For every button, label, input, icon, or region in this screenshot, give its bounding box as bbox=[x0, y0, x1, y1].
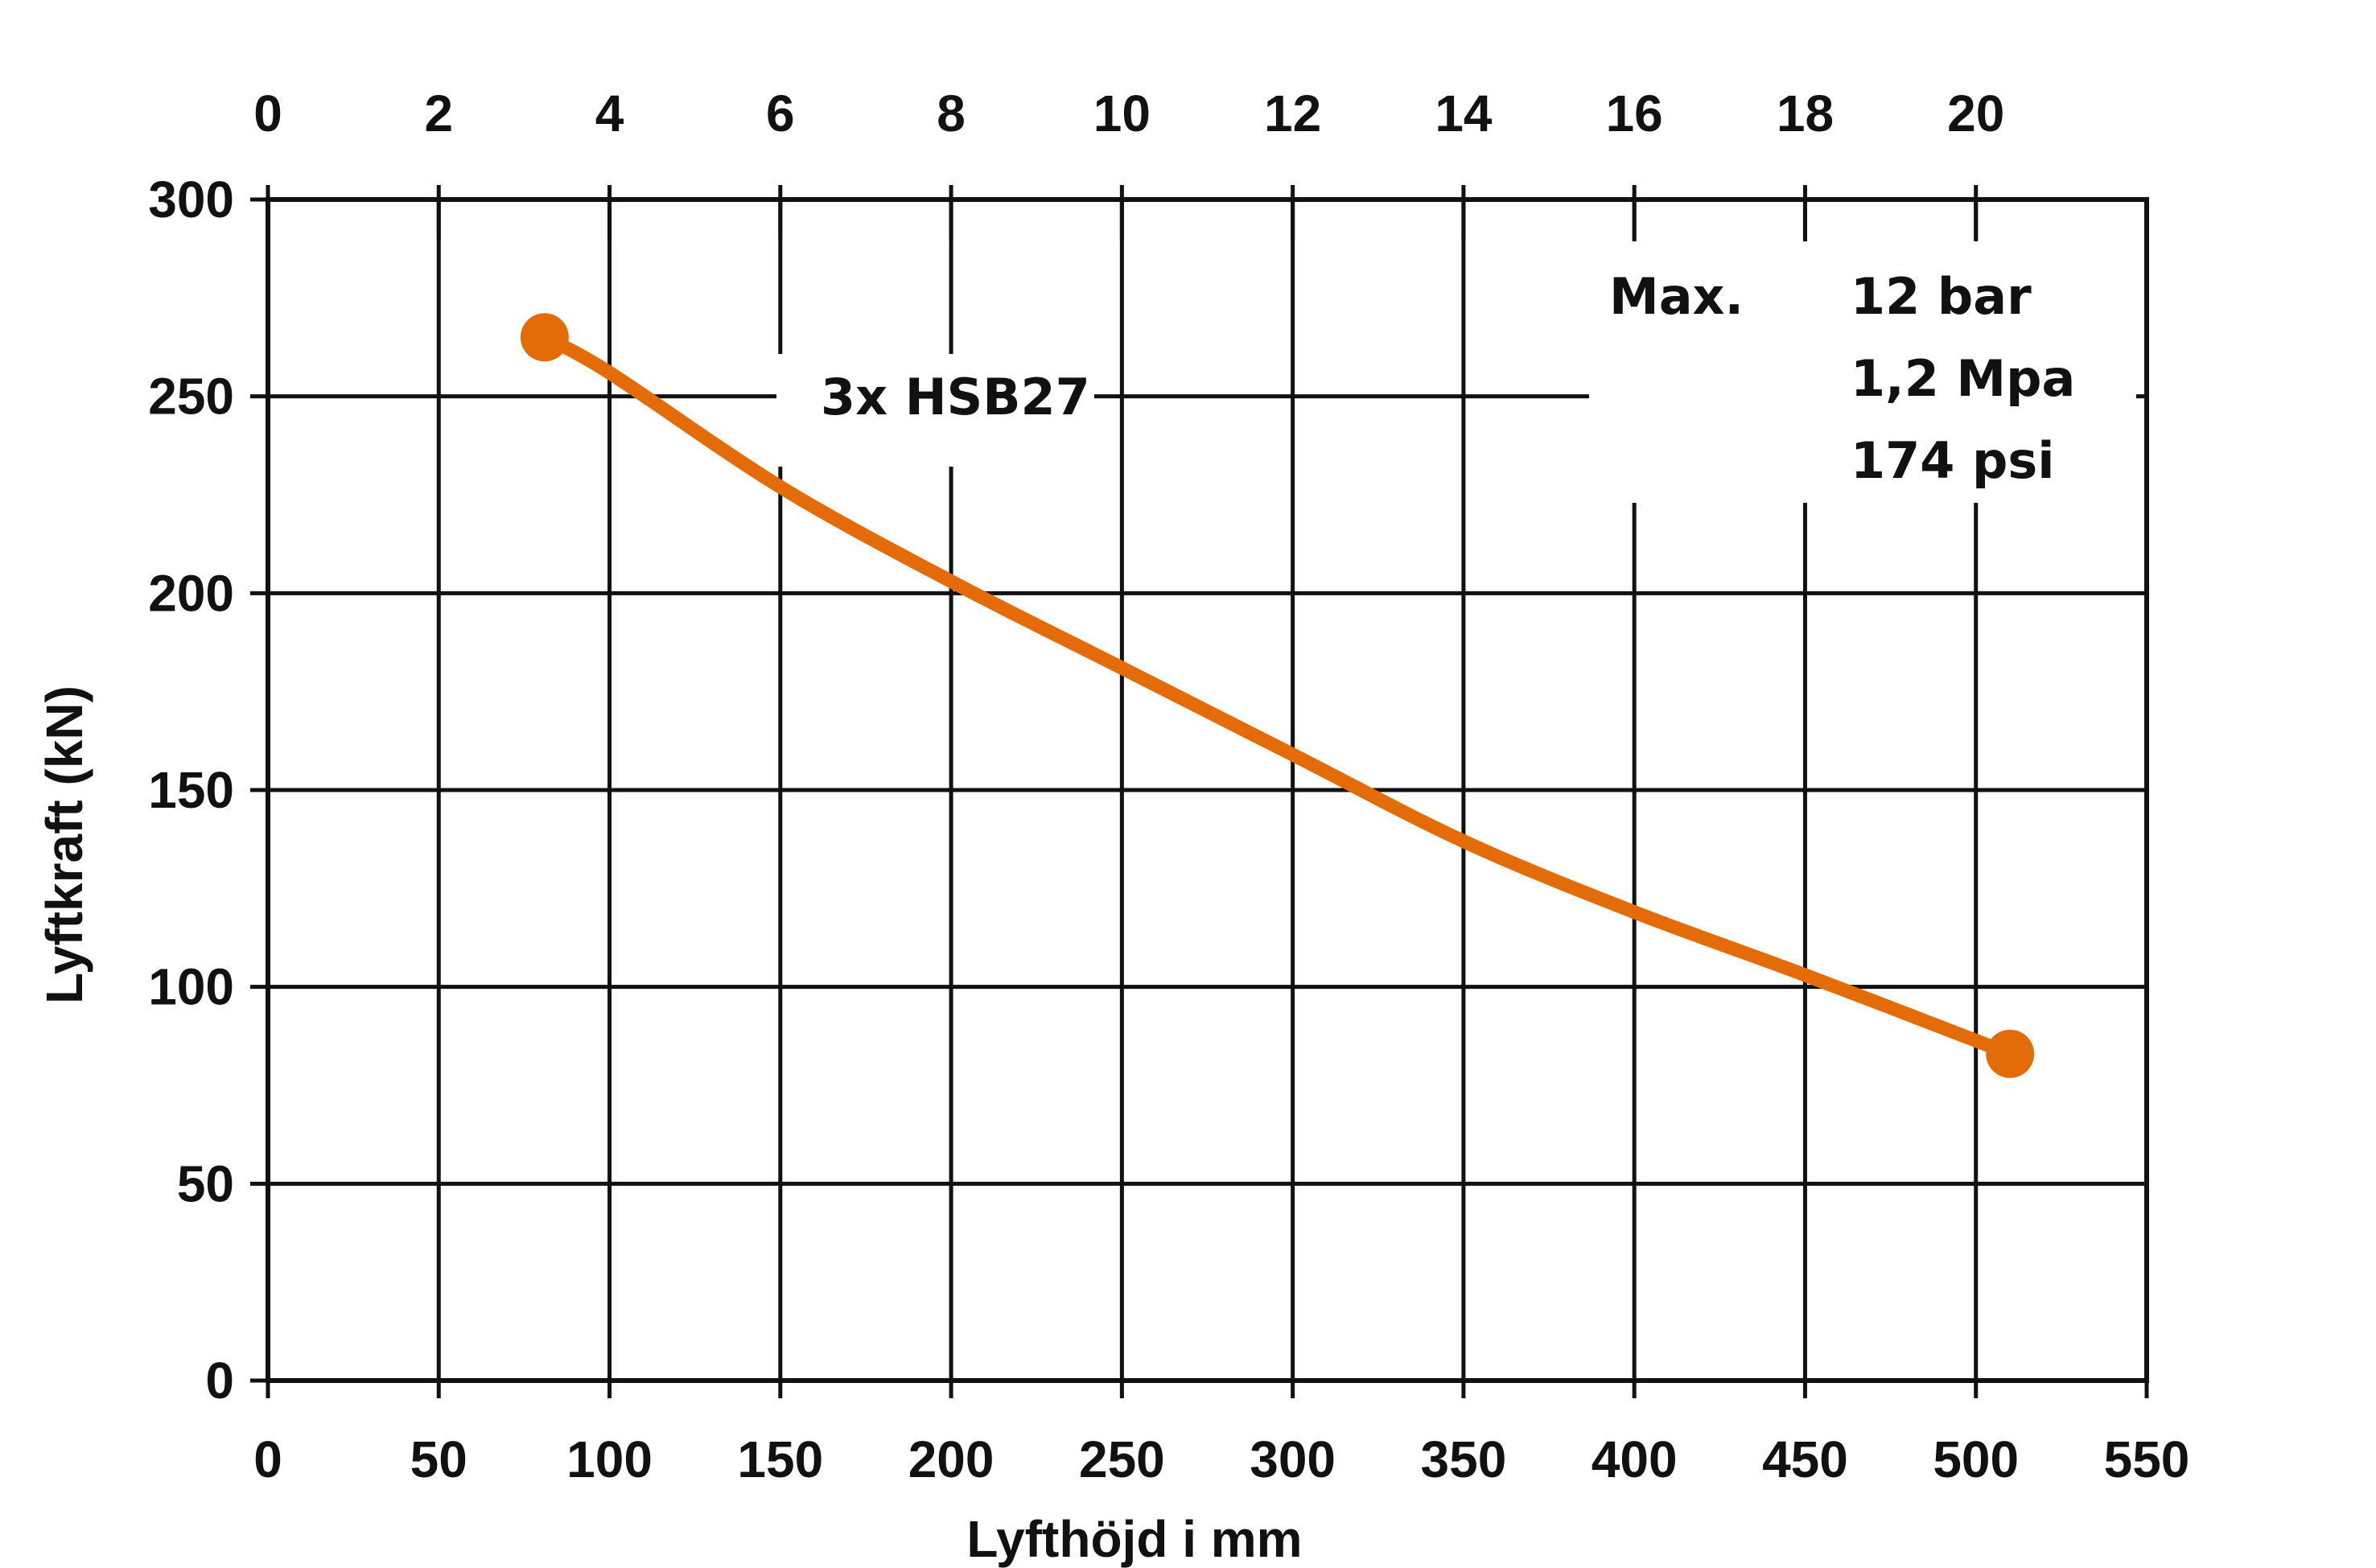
pressure-label-background bbox=[1589, 241, 2136, 503]
x-tick-label: 450 bbox=[1762, 1430, 1848, 1488]
x2-tick-label: 2 bbox=[424, 84, 453, 142]
x2-tick-label: 12 bbox=[1264, 84, 1321, 142]
x2-tick-label: 4 bbox=[595, 84, 624, 142]
label-backgrounds bbox=[776, 241, 2136, 503]
x2-tick-label: 20 bbox=[1947, 84, 2004, 142]
max-label: Max. bbox=[1609, 267, 1744, 326]
x-tick-label: 550 bbox=[2104, 1430, 2190, 1488]
y-tick-label: 250 bbox=[148, 368, 234, 426]
plot-frame bbox=[266, 185, 2149, 1383]
x2-tick-label: 18 bbox=[1777, 84, 1834, 142]
pressure-mpa-label: 1,2 Mpa bbox=[1851, 349, 2075, 408]
y-tick-label: 200 bbox=[148, 564, 234, 622]
x-axis-title: Lyfthöjd i mm bbox=[966, 1510, 1302, 1568]
y-axis-title: Lyftkraft (kN) bbox=[35, 685, 93, 1004]
x-tick-label: 0 bbox=[253, 1430, 282, 1488]
pressure-psi-label: 174 psi bbox=[1851, 431, 2055, 490]
x-tick-label: 50 bbox=[410, 1430, 467, 1488]
x-tick-label: 500 bbox=[1933, 1430, 2019, 1488]
plot-border bbox=[266, 197, 2149, 1383]
x2-tick-label: 10 bbox=[1093, 84, 1151, 142]
y-tick-label: 100 bbox=[148, 958, 234, 1016]
x-tick-label: 300 bbox=[1250, 1430, 1336, 1488]
x2-tick-label: 0 bbox=[253, 84, 282, 142]
y-tick-label: 150 bbox=[148, 761, 234, 819]
x-tick-label: 400 bbox=[1592, 1430, 1678, 1488]
y-tick-label: 50 bbox=[177, 1154, 234, 1212]
series-label: 3x HSB27 bbox=[821, 368, 1090, 426]
x2-tick-label: 14 bbox=[1435, 84, 1493, 142]
y-tick-label: 0 bbox=[205, 1352, 234, 1410]
pressure-bar-label: 12 bar bbox=[1851, 267, 2032, 326]
x2-tick-label: 16 bbox=[1606, 84, 1663, 142]
y-tick-label: 300 bbox=[148, 171, 234, 228]
x-tick-label: 250 bbox=[1079, 1430, 1165, 1488]
series-line bbox=[537, 330, 2017, 1061]
x2-tick-label: 6 bbox=[766, 84, 795, 142]
x2-tick-label: 8 bbox=[937, 84, 966, 142]
x-tick-label: 200 bbox=[908, 1430, 994, 1488]
series-end-marker bbox=[1986, 1029, 2035, 1078]
series-start-marker bbox=[520, 313, 569, 362]
series-label-background bbox=[776, 354, 1094, 467]
x-tick-label: 150 bbox=[737, 1430, 823, 1488]
series-layer bbox=[520, 313, 2035, 1078]
x-tick-label: 350 bbox=[1421, 1430, 1507, 1488]
x-tick-label: 100 bbox=[566, 1430, 653, 1488]
